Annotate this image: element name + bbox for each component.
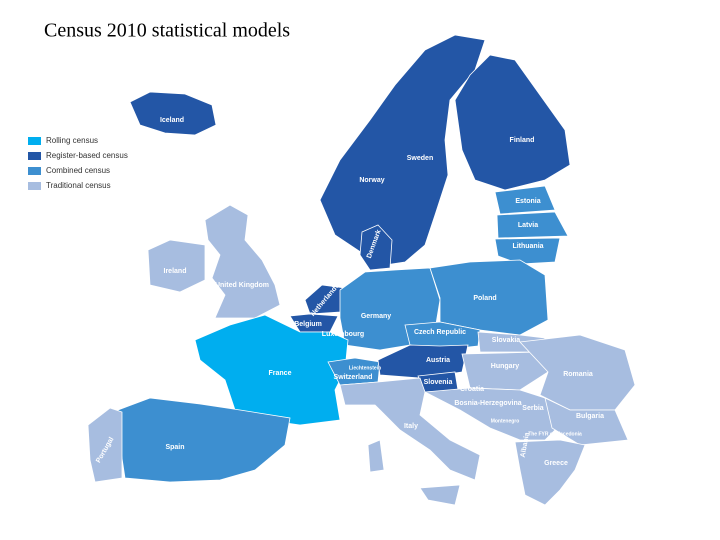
sicily <box>419 484 461 506</box>
legend-swatch <box>28 152 41 160</box>
country-label: Austria <box>426 357 450 364</box>
legend-label: Traditional census <box>46 181 111 190</box>
lithuania <box>494 237 561 265</box>
legend-label: Register-based census <box>46 151 128 160</box>
country-label: Bosnia-Herzegovina <box>454 400 521 407</box>
denmark <box>359 224 393 271</box>
legend-swatch <box>28 137 41 145</box>
legend-swatch <box>28 182 41 190</box>
country-label: Italy <box>404 423 418 430</box>
switzerland <box>327 357 381 386</box>
hungary <box>461 351 549 391</box>
legend: Rolling census Register-based census Combi… <box>28 136 128 190</box>
legend-swatch <box>28 167 41 175</box>
country-label: France <box>269 370 292 377</box>
country-label: Spain <box>165 444 184 451</box>
countries <box>87 34 636 506</box>
country-label: Iceland <box>160 117 184 124</box>
latvia <box>496 211 569 239</box>
bulgaria <box>544 397 629 446</box>
uk <box>204 204 281 319</box>
country-label: Poland <box>473 295 496 302</box>
country-label: United Kingdom <box>215 282 269 289</box>
belgium <box>289 313 339 333</box>
spain <box>117 397 291 483</box>
country-label: Switzerland <box>334 374 373 381</box>
sardinia <box>367 439 385 473</box>
country-label: Germany <box>361 313 391 320</box>
italy <box>339 377 481 481</box>
country-label: Estonia <box>515 198 540 205</box>
country-label: Romania <box>563 371 593 378</box>
balkans <box>423 387 561 441</box>
country-label: Sweden <box>407 155 433 162</box>
greece <box>514 439 586 506</box>
country-label: Luxembourg <box>322 331 364 338</box>
country-label: Lithuania <box>512 243 543 250</box>
country-label: Montenegro <box>491 418 520 424</box>
country-labels: Iceland Finland Sweden Norway Estonia La… <box>95 117 604 467</box>
country-label: Bulgaria <box>576 413 604 420</box>
country-label: Belgium <box>294 321 322 328</box>
country-label: Greece <box>544 460 568 467</box>
country-label: Slovenia <box>424 379 453 386</box>
country-label: Serbia <box>522 405 544 412</box>
finland <box>454 54 571 191</box>
country-label: Latvia <box>518 222 538 229</box>
iceland <box>129 91 217 136</box>
country-label: Czech Republic <box>414 329 466 336</box>
ireland <box>147 239 206 293</box>
estonia <box>494 185 556 215</box>
country-label: Albania <box>520 432 531 458</box>
country-label: Liechtenstein <box>349 365 381 371</box>
legend-label: Combined census <box>46 166 110 175</box>
legend-label: Rolling census <box>46 136 98 145</box>
poland <box>429 259 549 336</box>
country-label: Croatia <box>460 386 484 393</box>
country-label: The FYR of Macedonia <box>528 431 582 437</box>
france <box>194 314 349 426</box>
country-label: Norway <box>359 177 384 184</box>
scandinavia <box>319 34 486 266</box>
country-label: Finland <box>510 137 535 144</box>
title: Census 2010 statistical models <box>44 20 290 42</box>
portugal <box>87 407 123 483</box>
country-label: Slovakia <box>492 337 521 344</box>
country-label: Ireland <box>164 268 187 275</box>
country-label: Hungary <box>491 363 520 370</box>
